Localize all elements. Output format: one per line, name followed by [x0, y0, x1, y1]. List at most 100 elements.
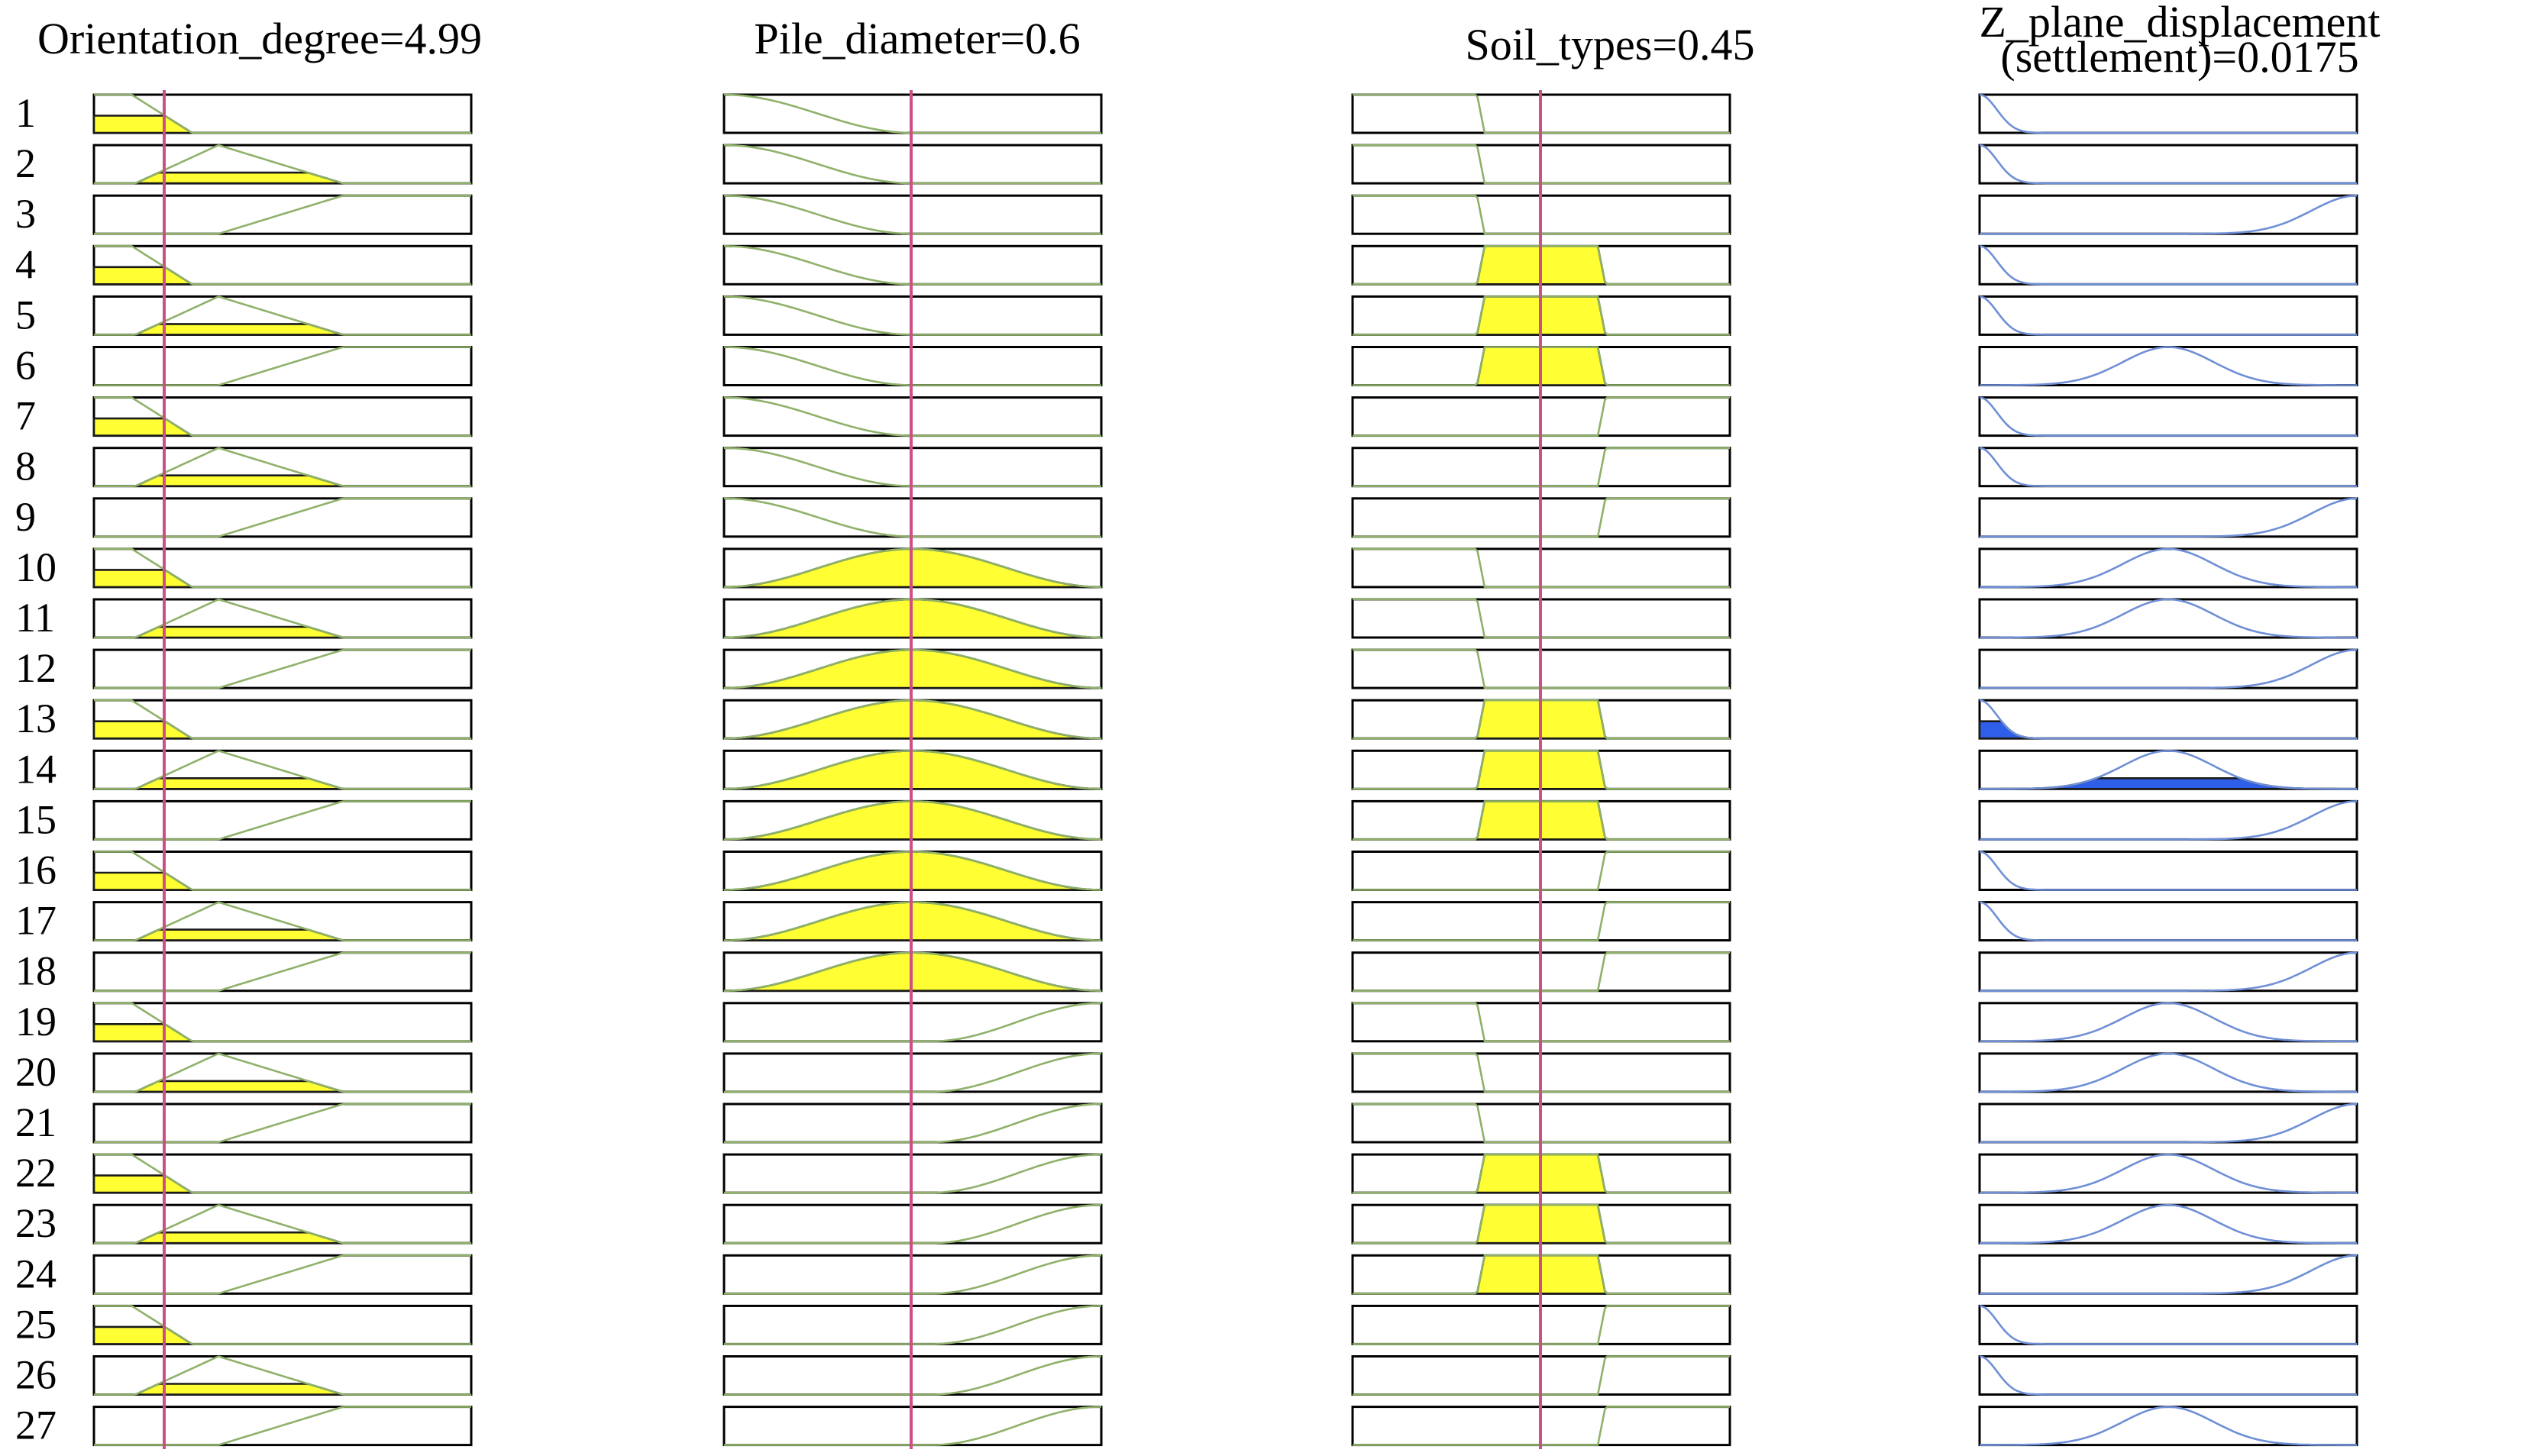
- mf-cell-z_plane_displacement[interactable]: [1978, 1102, 2358, 1144]
- header-orientation: Orientation_degree=4.99: [37, 14, 482, 63]
- mf-curve: [94, 1052, 471, 1093]
- mf-cell-z_plane_displacement[interactable]: [1978, 396, 2358, 437]
- mf-cell-z_plane_displacement[interactable]: [1978, 1002, 2358, 1043]
- mf-cell-z_plane_displacement[interactable]: [1978, 1254, 2358, 1295]
- mf-curve: [94, 699, 471, 740]
- header-line: Soil_types=0.45: [1465, 20, 1754, 69]
- rule-row[interactable]: [92, 447, 2358, 488]
- mf-curve: [1980, 346, 2357, 386]
- mf-cell-z_plane_displacement[interactable]: [1978, 144, 2358, 185]
- mf-cell-z_plane_displacement[interactable]: [1978, 799, 2358, 841]
- rule-number: 4: [15, 241, 36, 287]
- header-soil_types: Soil_types=0.45: [1465, 20, 1754, 69]
- mf-curve: [94, 1254, 471, 1295]
- mf-cell-z_plane_displacement[interactable]: [1978, 851, 2358, 891]
- mf-curve: [94, 194, 471, 235]
- rule-row[interactable]: [92, 194, 2358, 235]
- mf-cell-z_plane_displacement[interactable]: [1978, 1203, 2358, 1245]
- mf-curve: [1980, 547, 2357, 589]
- mf-cell-z_plane_displacement[interactable]: [1978, 951, 2358, 993]
- rule-row[interactable]: [92, 1052, 2358, 1093]
- mf-curve: [94, 547, 471, 589]
- rule-number: 15: [15, 796, 57, 842]
- rule-row[interactable]: [92, 93, 2358, 134]
- mf-curve: [94, 750, 471, 790]
- mf-curve: [1980, 749, 2357, 790]
- header-pile_diameter: Pile_diameter=0.6: [754, 14, 1080, 63]
- rule-row[interactable]: [92, 1406, 2358, 1447]
- mf-cell-z_plane_displacement[interactable]: [1978, 295, 2358, 336]
- mf-curve: [94, 346, 471, 386]
- rule-number: 2: [15, 140, 36, 186]
- mf-cell-z_plane_displacement[interactable]: [1978, 598, 2358, 639]
- rule-number: 10: [15, 544, 57, 590]
- rule-row[interactable]: [92, 951, 2358, 993]
- mf-curve: [94, 93, 471, 134]
- mf-cell-z_plane_displacement[interactable]: [1978, 1406, 2358, 1447]
- mf-cell-z_plane_displacement[interactable]: [1978, 244, 2358, 286]
- mf-curve: [94, 851, 471, 891]
- rule-row[interactable]: [92, 799, 2358, 841]
- rule-row[interactable]: [92, 396, 2358, 437]
- rule-row[interactable]: [92, 749, 2358, 790]
- mf-cell-orientation[interactable]: [92, 194, 473, 235]
- mf-curve: [1980, 1254, 2358, 1295]
- mf-cell-z_plane_displacement[interactable]: [1978, 648, 2358, 689]
- rule-row[interactable]: [92, 244, 2358, 286]
- rule-row[interactable]: [92, 497, 2358, 538]
- mf-cell-z_plane_displacement[interactable]: [1978, 194, 2358, 235]
- rule-row[interactable]: [92, 295, 2358, 336]
- rule-row[interactable]: [92, 1102, 2358, 1144]
- mf-curve: [1979, 851, 2357, 891]
- mf-curve: [1979, 447, 2357, 488]
- rule-number: 20: [15, 1049, 57, 1095]
- rule-row[interactable]: [92, 1254, 2358, 1295]
- rule-row[interactable]: [92, 699, 2358, 740]
- header-z_plane_displacement: Z_plane_displacement (settlement)=0.0175: [1979, 0, 2380, 82]
- rule-grid: [92, 93, 2358, 1447]
- mf-cell-z_plane_displacement[interactable]: [1978, 699, 2358, 740]
- mf-cell-z_plane_displacement[interactable]: [1978, 497, 2358, 538]
- rule-numbers: 1234567891011121314151617181920212223242…: [15, 90, 57, 1448]
- rule-row[interactable]: [92, 144, 2358, 185]
- rule-row[interactable]: [92, 901, 2358, 942]
- mf-cell-z_plane_displacement[interactable]: [1978, 1355, 2358, 1396]
- rule-row[interactable]: [92, 547, 2358, 589]
- mf-curve: [1979, 396, 2357, 437]
- mf-cell-z_plane_displacement[interactable]: [1978, 1304, 2358, 1345]
- mf-curve: [1979, 295, 2357, 336]
- mf-curve: [94, 1305, 471, 1345]
- rule-row[interactable]: [92, 1304, 2358, 1345]
- rule-row[interactable]: [92, 648, 2358, 689]
- mf-cell-z_plane_displacement[interactable]: [1978, 1153, 2358, 1194]
- mf-curve: [94, 800, 471, 841]
- mf-cell-z_plane_displacement[interactable]: [1978, 547, 2358, 589]
- rule-number: 19: [15, 999, 57, 1044]
- mf-curve: [1980, 1153, 2357, 1194]
- mf-curve: [94, 901, 471, 941]
- mf-cell-z_plane_displacement[interactable]: [1978, 1052, 2358, 1093]
- mf-cell-z_plane_displacement[interactable]: [1978, 346, 2358, 386]
- mf-curve: [1979, 245, 2357, 286]
- mf-curve: [94, 447, 471, 488]
- rule-number: 3: [15, 191, 36, 237]
- mf-curve: [1979, 901, 2357, 941]
- rule-row[interactable]: [92, 598, 2358, 639]
- input-markers: [163, 90, 1542, 1449]
- rule-number: 5: [15, 292, 36, 337]
- mf-curve: [94, 244, 471, 286]
- rule-row[interactable]: [92, 1203, 2358, 1245]
- mf-curve: [1980, 194, 2358, 235]
- mf-curve: [94, 1002, 471, 1043]
- rule-number: 9: [15, 494, 36, 540]
- rule-number: 13: [15, 696, 57, 741]
- rule-row[interactable]: [92, 1153, 2358, 1194]
- mf-cell-z_plane_displacement[interactable]: [1978, 93, 2358, 134]
- rule-row[interactable]: [92, 1002, 2358, 1043]
- rule-row[interactable]: [92, 851, 2358, 891]
- rule-row[interactable]: [92, 1355, 2358, 1396]
- mf-cell-z_plane_displacement[interactable]: [1978, 901, 2358, 942]
- rule-row[interactable]: [92, 346, 2358, 386]
- mf-cell-z_plane_displacement[interactable]: [1978, 447, 2358, 488]
